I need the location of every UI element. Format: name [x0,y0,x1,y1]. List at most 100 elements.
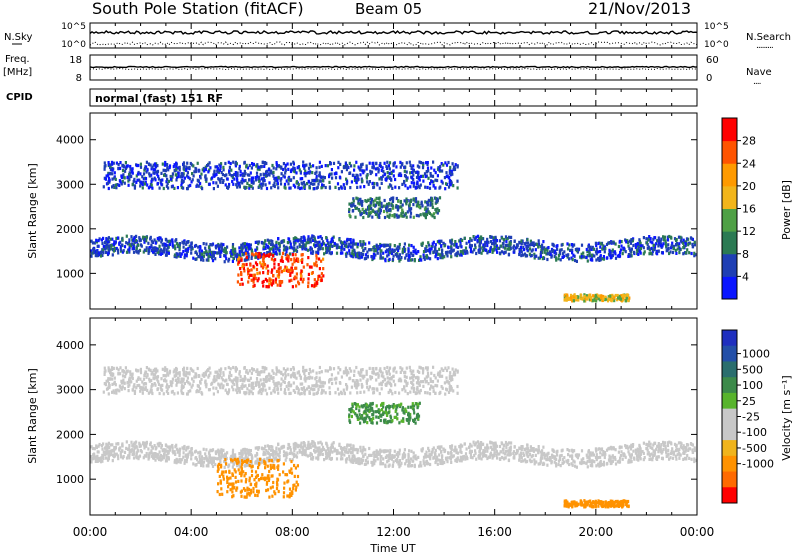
power-cell [291,285,294,289]
power-cell [235,162,238,166]
power-cell [170,175,173,179]
power-cell [637,249,640,253]
power-cell [162,250,165,254]
velocity-cell [168,448,172,452]
power-cell [350,180,353,184]
power-cell [264,239,267,243]
power-cell [504,235,508,239]
velocity-cell [669,441,673,445]
power-cell [569,296,573,300]
power-cell [286,257,289,261]
velocity-cell [455,451,458,455]
power-cell [519,245,522,249]
nsky-line [89,30,698,35]
power-cell [289,273,292,277]
power-cell [569,293,573,297]
power-cell [124,166,127,170]
velocity-cell [461,457,465,461]
power-cell [443,244,446,248]
velocity-cell [588,457,591,461]
velocity-cell [469,442,472,446]
velocity-cell [507,458,510,463]
power-cell [484,244,487,248]
power-cell [107,245,110,249]
velocity-cell [336,449,339,453]
power-cell [392,164,395,168]
power-cell [276,274,279,278]
power-cell [471,250,474,254]
velocity-cell [480,441,483,445]
power-cell [493,245,496,249]
velocity-cell [278,454,281,458]
power-cell [639,244,642,249]
velocity-cell [397,454,400,458]
velocity-cell [669,456,672,460]
power-cell [355,196,358,200]
power-cell [345,254,348,258]
velocity-cell [671,447,674,451]
power-cell [374,210,377,214]
power-cell [119,166,122,170]
power-cell [257,255,260,259]
power-cell [243,173,246,178]
power-cell [352,173,355,178]
power-cell [199,252,202,256]
power-cell [405,253,408,257]
power-cell [182,173,185,177]
power-cell [344,165,347,169]
velocity-cell [309,443,312,447]
power-cell [337,160,340,164]
velocity-cell [641,450,644,454]
power-cell [664,242,667,246]
power-cell [642,236,645,240]
power-cell [178,248,181,252]
power-cell [256,271,259,276]
velocity-cell [463,442,466,446]
velocity-cell [209,458,212,462]
velocity-cell [388,456,391,460]
velocity-cell [390,455,393,459]
power-cell [216,184,219,188]
power-cell [351,245,354,249]
power-cell [307,284,310,289]
velocity-cell [658,447,661,451]
velocity-cell [558,455,561,459]
power-cell [155,162,158,166]
power-cell [656,252,659,256]
velocity-cell [610,446,613,450]
velocity-cell [491,456,494,460]
velocity-cell [190,447,193,451]
power-cell [410,181,413,185]
power-cell [315,253,318,258]
velocity-cell [345,450,348,454]
power-cell [372,166,375,170]
power-cell [114,183,117,187]
velocity-cell [335,448,338,453]
velocity-cell [638,455,642,459]
power-cell [148,162,151,166]
power-cell [278,266,281,270]
power-cell [165,248,168,252]
power-cell [185,242,188,246]
power-cell [265,161,268,165]
power-cell [141,182,144,186]
velocity-cell [231,448,235,452]
velocity-cell [533,458,536,462]
power-cell [292,247,296,252]
power-cell [629,241,632,245]
velocity-cell [344,458,348,462]
power-cell [279,259,282,263]
power-cell [678,251,681,255]
power-cell [417,173,420,177]
power-cell [524,254,528,258]
power-cell [257,242,260,246]
power-cell [345,182,348,186]
power-cell [258,251,261,256]
power-cell [245,255,248,260]
power-cell [207,258,210,262]
velocity-cell [688,456,691,460]
power-cell [386,205,389,209]
velocity-cell [143,441,146,445]
velocity-cell [590,453,593,457]
power-cell [220,170,223,175]
